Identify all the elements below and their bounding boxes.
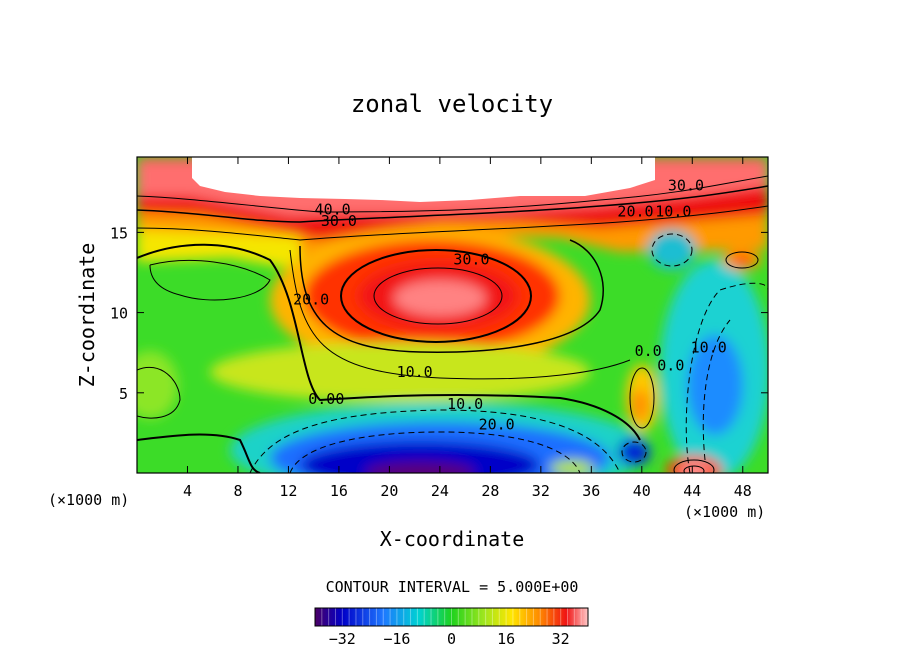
colorbar-gradient (315, 608, 588, 626)
bottom-green-spot (550, 460, 594, 473)
colorbar-tick-label: −16 (383, 630, 410, 648)
contour-jet-30 (340, 249, 532, 343)
contour-20 (299, 239, 604, 353)
x-axis-label: X-coordinate (380, 527, 525, 551)
x-axis: 4 8 12 16 20 24 28 32 36 40 44 48 (183, 157, 752, 500)
cold-deep (300, 441, 540, 473)
contour-label: 30.0 (321, 212, 357, 230)
colorbar-tick-label: −32 (329, 630, 356, 648)
contour-label: 40.0 (315, 201, 351, 219)
contour-right-eddy (651, 233, 693, 267)
contour-10 (289, 249, 631, 380)
x-tick-label: 20 (380, 482, 398, 500)
y-tick-label: 15 (110, 224, 128, 242)
contour-label: 30.0 (453, 250, 489, 268)
contour-cold-spot (621, 441, 647, 463)
mid-warm-column-core (631, 389, 649, 421)
left-green-bulge (137, 351, 178, 419)
y-axis-label: Z-coordinate (75, 243, 99, 388)
colorbar-ticks: −32 −16 0 16 32 (329, 630, 570, 648)
contour-jet-35 (373, 267, 503, 325)
x-tick-label: 8 (233, 482, 242, 500)
contour-label: 0.0 (657, 356, 684, 374)
x-tick-label: 28 (481, 482, 499, 500)
x-tick-label: 24 (431, 482, 449, 500)
contour-label: 10.0 (691, 339, 727, 357)
x-tick-label: 36 (582, 482, 600, 500)
contour-bottom-warm (673, 459, 715, 473)
contour-top-30 (137, 185, 768, 223)
right-trough-inner (687, 335, 743, 435)
contour-label: 10.0 (397, 363, 433, 381)
colorbar: −32 −16 0 16 32 (314, 607, 589, 648)
plot-frame (136, 156, 769, 474)
contour-bottom-warm-inner (683, 465, 705, 473)
bottom-warm-spot-core (680, 464, 708, 473)
contour-zero-left (137, 433, 261, 473)
contour-lines (137, 175, 768, 473)
contour-top-40 (137, 175, 768, 213)
x-tick-label: 4 (183, 482, 192, 500)
x-tick-label: 48 (734, 482, 752, 500)
right-warm-spot-core (732, 255, 752, 265)
x-units-left: (×1000 m) (48, 491, 129, 509)
y-axis: 5 10 15 (110, 224, 768, 403)
x-tick-label: 40 (633, 482, 651, 500)
colorbar-tick-label: 16 (497, 630, 515, 648)
cold-core (365, 462, 475, 473)
contour-label: 30.0 (668, 177, 704, 195)
contour-warm-column (629, 367, 655, 429)
colorbar-frame (314, 607, 589, 627)
y-tick-label: 5 (119, 385, 128, 403)
contour-neg20 (289, 431, 581, 473)
contour-top-20 (137, 205, 768, 241)
masked-region (192, 157, 655, 202)
top-band-yellow (137, 230, 300, 270)
y-tick-label: 10 (110, 305, 128, 323)
contour-label: 20.0 (479, 416, 515, 434)
x-units-right: (×1000 m) (684, 503, 765, 521)
contour-left-lower (137, 366, 181, 419)
colorbar-stripes (321, 608, 582, 626)
contour-labels-layer: 40.030.030.030.020.0 10.020.010.00.00 10.0… (293, 177, 727, 434)
chart-title: zonal velocity (351, 90, 553, 118)
contour-right-warm (725, 251, 759, 269)
colorbar-tick-label: 0 (447, 630, 456, 648)
contour-label: 10.0 (447, 395, 483, 413)
x-tick-label: 32 (532, 482, 550, 500)
jet-halo (210, 342, 590, 402)
contour-label: 0.0 (635, 342, 662, 360)
contour-label: 0.00 (308, 390, 344, 408)
velocity-field (137, 157, 768, 473)
contour-zero (137, 243, 641, 441)
contour-label: 10.0 (655, 202, 691, 220)
contour-right-trough-inner (702, 319, 731, 461)
contour-right-trough (685, 282, 768, 473)
x-tick-label: 16 (330, 482, 348, 500)
right-eddy-top (648, 230, 696, 270)
jet-peak (394, 280, 486, 316)
contour-interval-text: CONTOUR INTERVAL = 5.000E+00 (326, 578, 579, 596)
contour-left-lobe (149, 259, 271, 301)
contour-label: 20.0 (293, 291, 329, 309)
x-tick-label: 12 (279, 482, 297, 500)
plot-area: 40.030.030.030.020.0 10.020.010.00.00 10.0… (137, 157, 768, 473)
x-tick-label: 44 (683, 482, 701, 500)
colorbar-tick-label: 32 (552, 630, 570, 648)
contour-neg10 (249, 409, 621, 473)
contour-label: 20.0 (617, 202, 653, 220)
